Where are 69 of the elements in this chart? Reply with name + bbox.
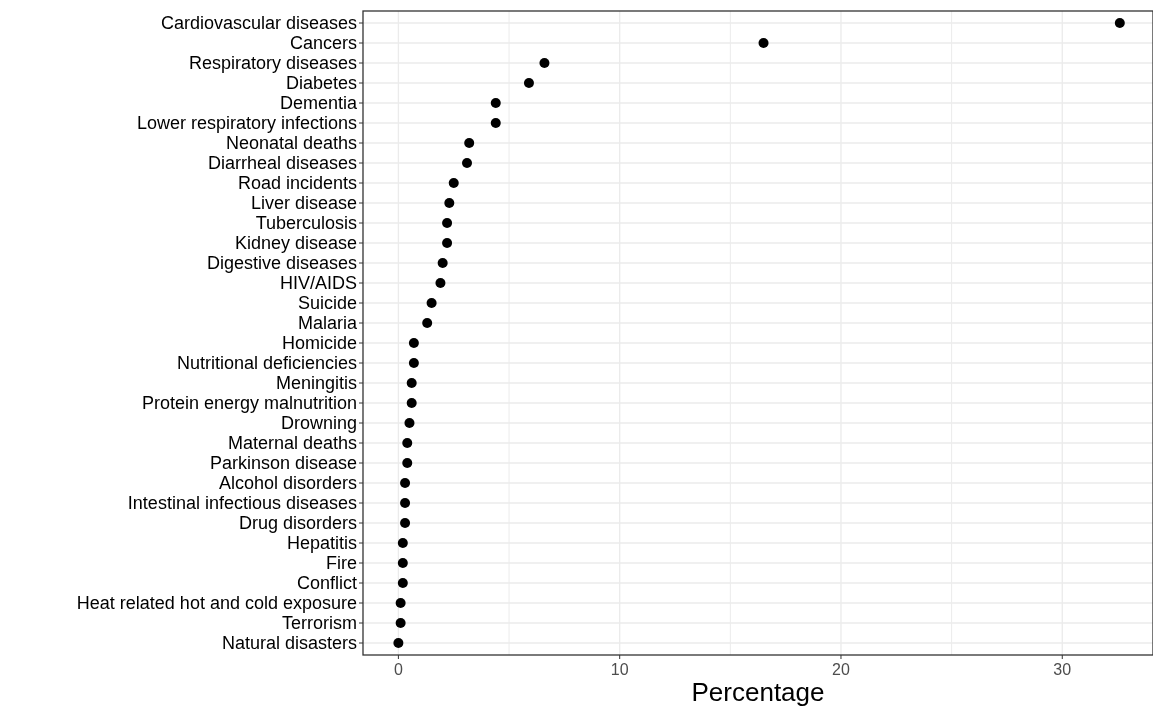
y-tick-label: Diarrheal diseases [207, 153, 357, 174]
y-tick-label: Nutritional deficiencies [176, 353, 357, 374]
point [406, 378, 417, 388]
point [448, 178, 459, 188]
x-tick-label: 20 [832, 661, 850, 678]
x-tick-label: 10 [610, 661, 629, 678]
point [464, 138, 475, 148]
point [400, 518, 411, 528]
y-tick-label: Tuberculosis [255, 213, 357, 234]
x-axis-title: Percentage [691, 677, 825, 707]
y-tick-label: Road incidents [237, 173, 357, 194]
y-tick-label: Lower respiratory infections [136, 113, 357, 134]
y-tick-label: Alcohol disorders [218, 473, 357, 494]
y-tick-label: Respiratory diseases [188, 53, 357, 74]
y-tick-label: Malaria [297, 313, 358, 334]
y-tick-label: Protein energy malnutrition [141, 393, 357, 414]
point [426, 298, 437, 308]
point [404, 418, 415, 428]
point [397, 538, 408, 548]
y-tick-label: Fire [326, 553, 357, 574]
point [400, 478, 411, 488]
point [523, 78, 534, 88]
x-tick-label: 30 [1053, 661, 1072, 678]
y-tick-label: Diabetes [285, 73, 357, 94]
point [395, 618, 406, 628]
y-tick-label: Digestive diseases [206, 253, 357, 274]
y-tick-label: Hepatitis [286, 533, 357, 554]
point [442, 218, 453, 228]
y-tick-label: Cancers [289, 33, 357, 54]
y-tick-label: Drug disorders [238, 513, 357, 534]
point [539, 58, 550, 68]
point [490, 98, 501, 108]
y-tick-label: Meningitis [275, 373, 357, 394]
point [397, 578, 408, 588]
point [393, 638, 404, 648]
point [490, 118, 501, 128]
point [397, 558, 408, 568]
point [408, 358, 419, 368]
y-tick-label: Homicide [281, 333, 357, 354]
point [437, 258, 448, 268]
y-tick-label: Liver disease [250, 193, 357, 214]
point [422, 318, 433, 328]
point [400, 498, 411, 508]
y-tick-label: Neonatal deaths [225, 133, 357, 154]
point [462, 158, 473, 168]
point [406, 398, 417, 408]
point [444, 198, 455, 208]
y-tick-label: Natural disasters [221, 633, 357, 654]
y-tick-label: Kidney disease [234, 233, 357, 254]
y-tick-label: Drowning [280, 413, 357, 434]
y-tick-label: Heat related hot and cold exposure [76, 593, 357, 614]
point [395, 598, 406, 608]
point [402, 438, 413, 448]
y-tick-label: Intestinal infectious diseases [127, 493, 357, 514]
point [435, 278, 446, 288]
y-tick-label: Terrorism [282, 613, 357, 634]
y-tick-label: Dementia [279, 93, 358, 114]
x-tick-label: 0 [393, 661, 403, 678]
y-tick-label: Cardiovascular diseases [160, 13, 357, 34]
point [408, 338, 419, 348]
y-tick-label: Parkinson disease [209, 453, 357, 474]
y-tick-label: Maternal deaths [227, 433, 357, 454]
point [402, 458, 413, 468]
point [758, 38, 769, 48]
point [442, 238, 453, 248]
y-tick-label: Suicide [297, 293, 357, 314]
y-tick-label: HIV/AIDS [279, 273, 357, 294]
point [1114, 18, 1125, 28]
y-tick-label: Conflict [296, 573, 357, 594]
